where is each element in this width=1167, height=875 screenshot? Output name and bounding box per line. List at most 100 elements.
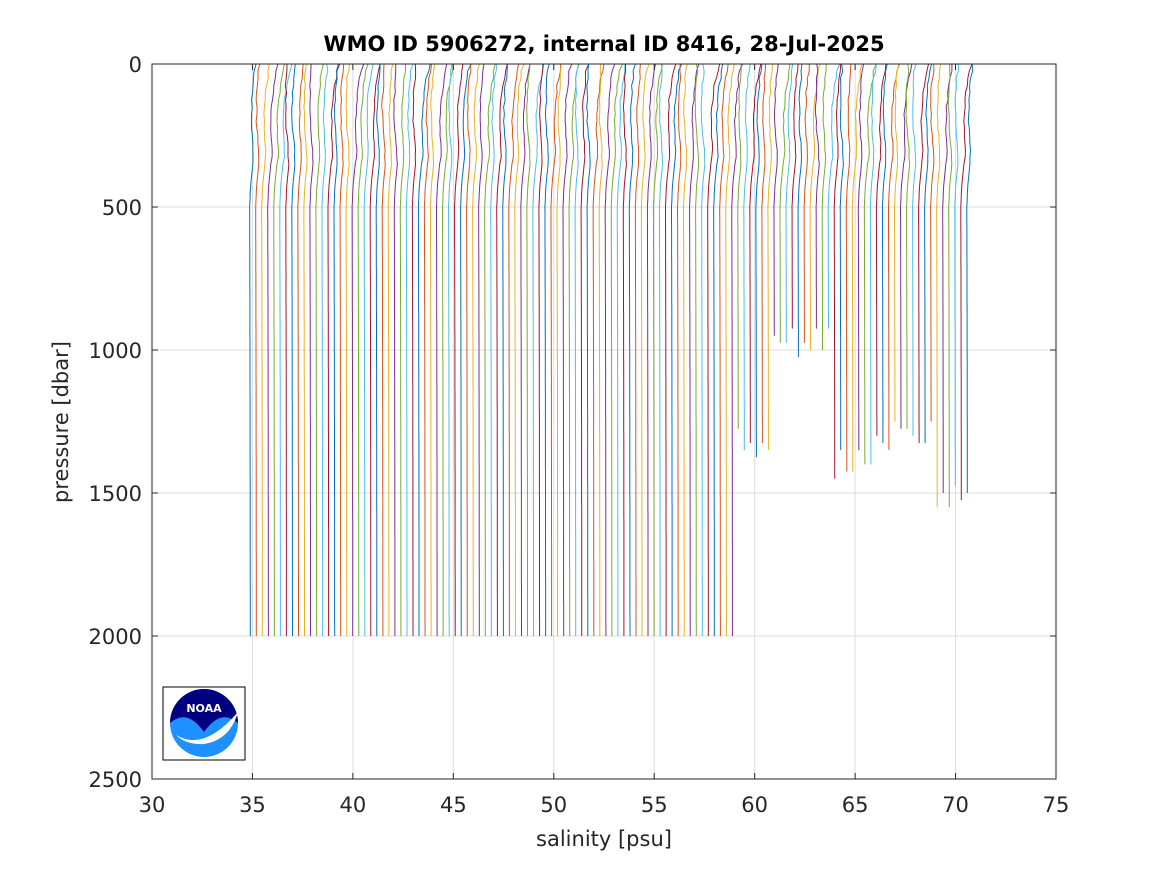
salinity-profile-line	[399, 63, 407, 636]
y-tick-label: 2000	[89, 625, 142, 649]
salinity-profile-line	[833, 63, 842, 479]
salinity-profile-line	[809, 63, 821, 351]
salinity-profile-line	[905, 63, 911, 429]
salinity-profile-line	[357, 63, 369, 636]
salinity-profile-line	[429, 63, 436, 636]
salinity-profile-line	[773, 63, 779, 336]
logo-text: NOAA	[186, 702, 222, 715]
salinity-profile-line	[526, 63, 531, 636]
salinity-profile-line	[749, 63, 762, 443]
salinity-profile-line	[568, 63, 580, 636]
salinity-profile-line	[628, 63, 636, 636]
salinity-profile-line	[966, 63, 974, 493]
salinity-profile-line	[888, 63, 901, 451]
salinity-profile-line	[442, 63, 454, 636]
salinity-profile-line	[689, 63, 700, 636]
x-tick-label: 35	[239, 793, 266, 817]
salinity-profile-line	[369, 63, 381, 636]
salinity-profile-line	[520, 63, 531, 636]
salinity-profile-line	[490, 63, 498, 636]
salinity-profile-line	[598, 63, 603, 636]
salinity-profile-line	[496, 63, 508, 636]
salinity-profile-line	[556, 63, 562, 636]
salinity-profile-line	[761, 63, 767, 443]
salinity-profile-line	[484, 63, 496, 636]
salinity-profile-line	[261, 63, 270, 636]
salinity-profile-line	[682, 63, 688, 636]
salinity-profile-line	[671, 63, 683, 636]
salinity-profile-line	[508, 63, 520, 636]
y-axis-label: pressure [dbar]	[49, 341, 73, 503]
x-tick-label: 60	[741, 793, 768, 817]
salinity-profiles	[249, 63, 974, 636]
salinity-profile-line	[918, 63, 929, 443]
salinity-profile-line	[562, 63, 573, 636]
salinity-profile-line	[417, 63, 431, 636]
x-tick-label: 75	[1043, 793, 1070, 817]
salinity-profile-line	[827, 63, 841, 329]
salinity-profile-line	[339, 63, 345, 636]
salinity-profile-line	[249, 63, 257, 636]
salinity-profile-line	[665, 63, 677, 636]
salinity-profile-line	[448, 63, 453, 636]
salinity-profile-line	[538, 63, 544, 636]
salinity-profile-line	[387, 63, 394, 636]
salinity-profile-line	[881, 63, 888, 443]
y-tick-label: 2500	[89, 768, 142, 792]
salinity-profile-line	[857, 63, 865, 451]
salinity-profile-line	[472, 63, 480, 636]
salinity-profile-line	[737, 63, 742, 429]
salinity-profile-line	[273, 63, 285, 636]
salinity-profile-line	[303, 63, 308, 636]
salinity-profile-line	[634, 63, 641, 636]
salinity-profile-line	[900, 63, 913, 429]
salinity-profile-line	[291, 63, 296, 636]
salinity-profile-line	[658, 63, 664, 636]
salinity-profile-line	[646, 63, 656, 636]
x-axis-label: salinity [psu]	[536, 827, 672, 851]
salinity-profile-line	[460, 63, 472, 636]
salinity-profile-line	[930, 63, 935, 422]
salinity-profile-line	[393, 64, 398, 636]
salinity-profile-line	[309, 63, 314, 636]
salinity-profile-line	[279, 63, 293, 636]
salinity-profile-line	[502, 63, 508, 636]
x-tick-label: 65	[842, 793, 869, 817]
x-tick-label: 40	[340, 793, 367, 817]
salinity-profile-line	[894, 63, 900, 422]
salinity-profile-line	[700, 63, 706, 636]
salinity-profile-line	[574, 63, 579, 636]
y-tick-label: 1500	[89, 482, 142, 506]
plot-area-border	[151, 63, 1057, 780]
salinity-profile-line	[466, 63, 472, 636]
salinity-profile-line	[453, 63, 464, 636]
salinity-profile-line	[436, 63, 448, 636]
salinity-profile-line	[640, 63, 650, 636]
chart-title: WMO ID 5906272, internal ID 8416, 28-Jul…	[323, 32, 884, 56]
salinity-profile-line	[797, 63, 803, 358]
salinity-profile-line	[924, 63, 932, 443]
y-tick-label: 0	[129, 53, 142, 77]
salinity-profile-line	[851, 63, 863, 472]
salinity-profile-line	[767, 63, 773, 451]
x-tick-label: 55	[641, 793, 668, 817]
salinity-profile-line	[743, 63, 751, 451]
salinity-profile-line	[779, 63, 791, 343]
y-tick-label: 500	[102, 196, 142, 220]
salinity-profile-line	[707, 63, 721, 636]
salinity-profile-line	[839, 63, 844, 451]
salinity-profile-line	[411, 63, 417, 636]
salinity-profile-line	[814, 63, 820, 329]
noaa-logo: NOAA	[162, 686, 246, 761]
salinity-profile-line	[652, 63, 663, 636]
salinity-profile-line	[845, 63, 852, 472]
x-tick-label: 30	[139, 793, 166, 817]
salinity-profile-line	[297, 63, 304, 636]
salinity-profile-line	[423, 63, 432, 636]
salinity-profile-line	[942, 64, 953, 493]
salinity-profile-line	[284, 64, 290, 636]
salinity-profile-line	[321, 63, 329, 636]
y-tick-label: 1000	[89, 339, 142, 363]
salinity-profile-line	[785, 63, 794, 343]
salinity-profile-line	[863, 63, 877, 465]
